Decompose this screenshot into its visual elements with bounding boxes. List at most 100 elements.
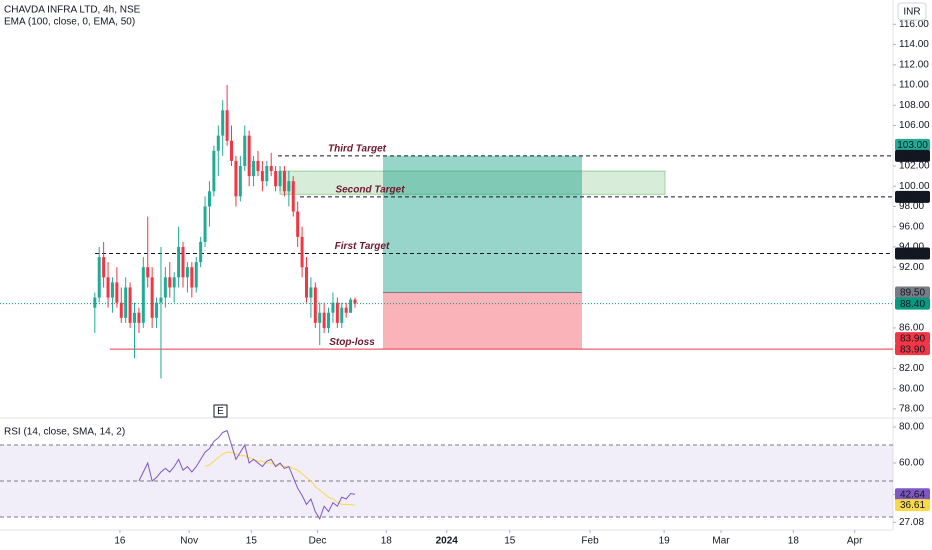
price-tag-label: 42.64 (900, 489, 925, 500)
x-tick-label: 16 (114, 536, 126, 547)
candle-body (234, 160, 238, 197)
price-tag-label: 88.40 (900, 299, 925, 310)
candle-body (282, 171, 286, 192)
y-tick-label: 86.00 (899, 323, 924, 334)
candle-body (252, 160, 256, 177)
level-label: Stop-loss (329, 337, 375, 348)
level-label: First Target (335, 241, 390, 252)
x-tick-label: 19 (659, 536, 671, 547)
candle-body (106, 277, 110, 298)
candle-body (340, 307, 344, 323)
candle-body (318, 312, 322, 323)
y-tick-label: 78.00 (899, 404, 924, 415)
indicator-label: EMA (100, close, 0, EMA, 50) (4, 17, 135, 28)
price-tag (895, 247, 930, 260)
x-tick-label: Mar (712, 536, 730, 547)
rsi-sma-line (204, 451, 356, 506)
candle-body (322, 312, 326, 328)
x-tick-label: 15 (504, 536, 516, 547)
y-tick-label: 112.00 (899, 59, 929, 70)
candle-body (309, 287, 313, 298)
candle-body (115, 282, 119, 303)
price-tag-label: 83.90 (900, 333, 925, 344)
candle-body (274, 171, 278, 187)
price-tag (895, 297, 930, 310)
candle-body (199, 241, 203, 263)
candle-body (238, 165, 242, 197)
y-tick-label: 116.00 (899, 19, 929, 30)
chart-title: CHAVDA INFRA LTD, 4h, NSE (4, 5, 141, 16)
price-tag (895, 149, 930, 162)
candle-body (212, 150, 216, 192)
y-tick-label: 82.00 (899, 363, 924, 374)
earnings-box[interactable] (213, 404, 228, 418)
candle-body (119, 302, 123, 318)
candle-body (269, 165, 273, 172)
price-tag-label: 89.50 (900, 288, 925, 299)
candle-body (260, 171, 264, 182)
candle-body (221, 110, 225, 136)
rsi-line (138, 429, 356, 520)
candle-body (247, 135, 251, 177)
target-zone (383, 155, 582, 293)
x-tick-label: 2024 (436, 536, 459, 547)
currency-button[interactable] (897, 2, 927, 21)
candle-body (163, 277, 167, 298)
candle-body (177, 246, 181, 278)
candle-body (256, 160, 260, 172)
candle-body (185, 267, 189, 278)
y-tick-label: 98.00 (899, 201, 924, 212)
candle-body (168, 277, 172, 288)
candle-body (159, 297, 163, 303)
rsi-title: RSI (14, close, SMA, 14, 2) (4, 427, 125, 438)
currency-label: INR (903, 7, 920, 18)
y-tick-label: 80.00 (899, 383, 924, 394)
rsi-y-tick-label: 80.00 (899, 422, 924, 433)
price-tag (895, 286, 930, 299)
price-tag (895, 190, 930, 203)
candle-body (190, 267, 194, 288)
y-tick-label: 114.00 (899, 39, 929, 50)
price-tag (895, 488, 930, 501)
candle-body (194, 262, 198, 288)
price-tag (895, 499, 930, 512)
candle-body (172, 277, 176, 288)
y-tick-label: 94.00 (899, 242, 924, 253)
x-tick-label: 18 (788, 536, 800, 547)
candle-body (331, 302, 335, 313)
y-tick-label: 96.00 (899, 221, 924, 232)
candle-body (291, 181, 295, 212)
candle-body (150, 277, 154, 318)
y-tick-label: 100.00 (899, 181, 930, 192)
candle-body (278, 171, 282, 187)
candle-body (93, 297, 97, 308)
y-tick-label: 110.00 (899, 80, 929, 91)
y-tick-label: 108.00 (899, 100, 930, 111)
candle-body (128, 287, 132, 323)
candle-body (265, 165, 269, 182)
y-tick-label: 106.00 (899, 120, 930, 131)
rsi-y-tick-label: 27.08 (899, 517, 924, 528)
plot: Third Target Second Target First Target Sto… (0, 19, 930, 547)
candle-body (243, 135, 247, 166)
candle-body (124, 287, 128, 318)
candle-body (181, 246, 185, 278)
price-tag-label: 103.00 (897, 140, 928, 151)
candle-body (146, 267, 150, 278)
candle-body (216, 135, 220, 151)
candle-body (102, 257, 106, 278)
price-tag (895, 332, 930, 345)
price-tag-label: 36.61 (900, 500, 925, 511)
candle-body (287, 181, 291, 192)
candle-body (137, 312, 141, 323)
level-label: Second Target (335, 184, 405, 195)
candle-body (296, 211, 300, 237)
candle-body (230, 140, 234, 161)
candle-body (304, 267, 308, 298)
x-tick-label: Dec (309, 536, 327, 547)
candle-body (207, 191, 211, 207)
x-tick-label: 18 (381, 536, 393, 547)
earnings-marker: E (217, 406, 224, 417)
candle-body (335, 302, 339, 323)
